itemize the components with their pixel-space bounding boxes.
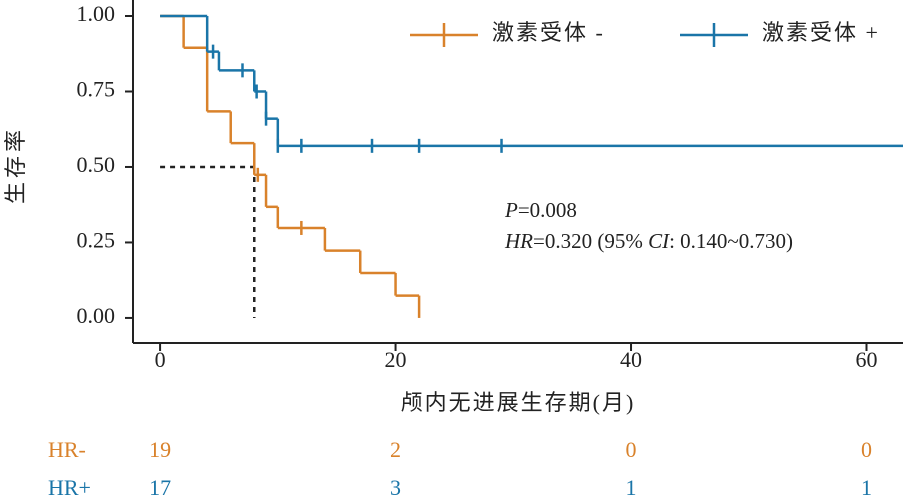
survival-curve bbox=[160, 14, 903, 153]
x-tick-label: 40 bbox=[620, 347, 642, 372]
annotation-part: CI bbox=[648, 229, 670, 253]
annotation: HR=0.320 (95% CI: 0.140~0.730) bbox=[504, 229, 793, 253]
y-tick-label: 0.50 bbox=[77, 152, 116, 177]
risk-count: 3 bbox=[390, 475, 401, 500]
x-tick-label: 20 bbox=[385, 347, 407, 372]
annotation-part: HR bbox=[504, 229, 533, 253]
risk-count: 17 bbox=[149, 475, 171, 500]
y-tick-label: 0.75 bbox=[77, 77, 116, 102]
y-axis-label: 生存率 bbox=[3, 126, 28, 204]
risk-count: 1 bbox=[861, 475, 872, 500]
annotation-part: P bbox=[504, 198, 518, 222]
y-tick-label: 0.25 bbox=[77, 228, 116, 253]
x-tick-label: 60 bbox=[856, 347, 878, 372]
risk-count: 19 bbox=[149, 437, 171, 462]
annotation-part: =0.008 bbox=[518, 198, 577, 222]
x-tick-label: 0 bbox=[155, 347, 166, 372]
x-axis-label: 颅内无进展生存期(月) bbox=[401, 390, 636, 415]
legend-label: 激素受体 + bbox=[762, 20, 880, 45]
legend-label: 激素受体 - bbox=[492, 20, 605, 45]
annotation: P=0.008 bbox=[504, 198, 577, 222]
annotation-part: : 0.140~0.730) bbox=[669, 229, 793, 253]
risk-count: 0 bbox=[861, 437, 872, 462]
y-tick-label: 1.00 bbox=[77, 1, 116, 26]
risk-count: 0 bbox=[626, 437, 637, 462]
risk-row-label: HR- bbox=[48, 437, 86, 462]
annotation-part: =0.320 (95% bbox=[533, 229, 648, 253]
risk-row-label: HR+ bbox=[48, 475, 91, 500]
risk-count: 2 bbox=[390, 437, 401, 462]
risk-count: 1 bbox=[626, 475, 637, 500]
survival-curve bbox=[160, 14, 421, 318]
y-tick-label: 0.00 bbox=[77, 303, 116, 328]
